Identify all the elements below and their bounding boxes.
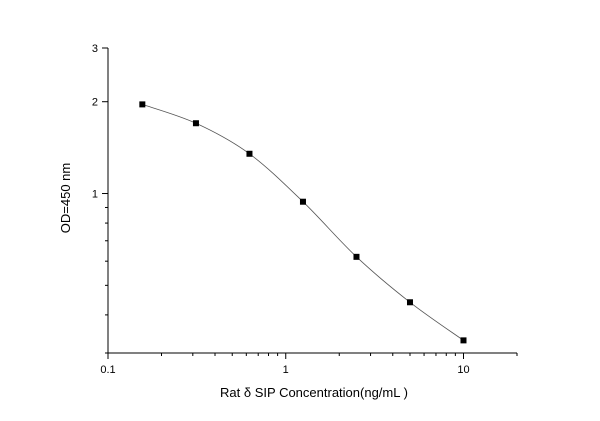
plot-frame [107,48,517,354]
x-axis: 0.1 1 10 [100,353,518,376]
y-axis: 1 2 3 [92,43,108,354]
curve-line [142,104,464,341]
data-points [139,101,467,344]
x-tick-label: 10 [457,364,469,376]
x-tick-label: 1 [283,364,289,376]
data-point [246,150,253,157]
x-tick-label: 0.1 [100,364,115,376]
data-point [139,101,146,108]
y-tick-label: 3 [92,43,98,55]
data-point [460,337,467,344]
y-tick-label: 1 [92,189,98,201]
data-point [192,120,199,127]
x-axis-title: Rat δ SIP Concentration(ng/mL ) [220,385,408,400]
data-point [406,299,413,306]
y-tick-label: 2 [92,97,98,109]
data-point [353,253,360,260]
y-axis-title: OD=450 nm [58,163,73,233]
data-point [299,198,306,205]
